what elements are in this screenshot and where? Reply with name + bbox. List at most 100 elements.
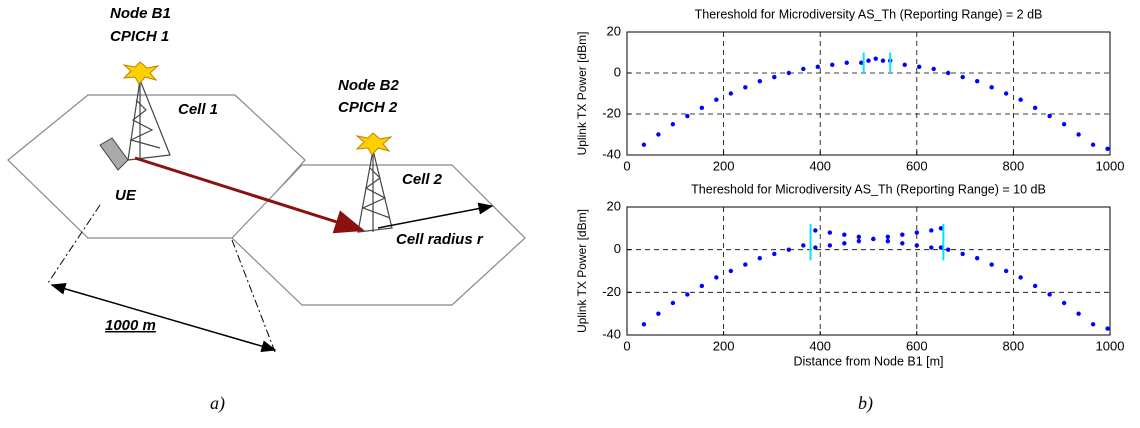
y-tick-label: 0 [614,241,621,256]
tower-1 [127,77,171,161]
point [685,113,690,119]
point [1076,132,1081,137]
x-tick-label: 800 [1003,338,1025,353]
point [1090,142,1096,147]
point [813,228,818,233]
point [1076,311,1081,316]
point [989,262,994,267]
point [728,91,734,96]
antenna-2 [355,132,393,156]
x-tick-label: 1000 [1096,338,1125,353]
point [914,230,919,235]
point [641,142,647,147]
point [885,234,891,240]
x-tick-label: 0 [623,158,630,173]
point [786,70,792,76]
x-tick-label: 1000 [1096,158,1125,173]
point [844,60,849,65]
plot-area [627,207,1110,335]
label: CPICH 2 [338,99,398,116]
chart-title: Thereshold for Microdiversity AS_Th (Rep… [695,7,1043,21]
point [757,256,763,261]
point [714,275,719,280]
point [945,70,951,76]
point [931,66,936,72]
y-tick-label: -20 [602,284,621,299]
point [786,247,792,252]
point [801,66,806,72]
point [1061,122,1067,127]
point [714,97,719,102]
point [757,79,763,84]
label: UE [115,187,137,204]
point [827,243,833,248]
point [938,245,944,250]
ue-link-arrow [134,156,365,234]
point [1018,97,1023,102]
point [938,226,944,231]
point [1090,322,1096,327]
label: Node B2 [338,77,400,94]
point [801,243,806,248]
point [873,56,878,61]
caption: a) [210,393,225,414]
point [641,322,647,327]
point [772,74,777,80]
y-tick-label: 0 [614,64,621,79]
point [743,85,748,90]
point [866,58,871,63]
caption: b) [858,393,873,414]
x-tick-label: 600 [906,158,928,173]
plot-area [627,32,1110,155]
point [670,300,676,306]
label: Cell 1 [178,101,218,118]
axes-frame [626,206,1111,336]
x-tick-label: 600 [906,338,928,353]
point [989,85,994,90]
cell-2-hexagon [231,164,526,306]
x-axis-label: Distance from Node B1 [m] [793,354,943,368]
point [856,238,862,244]
point [1047,292,1052,297]
point [1003,268,1009,274]
point [960,251,965,257]
point [900,232,905,237]
point [1003,91,1009,96]
point [900,241,905,246]
point [917,64,922,70]
point [813,245,818,250]
point [815,64,820,70]
point [842,241,847,246]
antenna-1 [122,61,160,85]
y-axis-label: Uplink TX Power [dBm] [575,209,589,333]
point [699,283,705,289]
point [1047,113,1052,119]
point [1105,146,1110,152]
point [945,247,951,252]
point [1105,326,1110,331]
point [728,268,734,274]
point [974,79,980,84]
y-axis-label: Uplink TX Power [dBm] [575,32,589,156]
point [842,232,847,237]
radius-arrow [377,202,494,229]
label: CPICH 1 [110,28,169,45]
chart-title: Thereshold for Microdiversity AS_Th (Rep… [691,182,1046,196]
point [859,60,864,65]
point [656,132,661,137]
y-tick-label: 20 [607,23,621,38]
y-tick-label: -20 [602,105,621,120]
point [902,62,907,67]
axes-frame [626,31,1111,156]
point [772,251,777,257]
point [1032,105,1038,111]
point [856,234,862,240]
chart: Thereshold for Microdiversity AS_Th (Rep… [575,182,1124,368]
point [960,74,965,80]
diagram: Node B1 CPICH 1 Cell 1 Node B2 CPICH 2 C… [7,5,526,414]
tower-2 [357,149,393,233]
point [670,122,676,127]
point [685,292,690,297]
point [827,230,833,235]
